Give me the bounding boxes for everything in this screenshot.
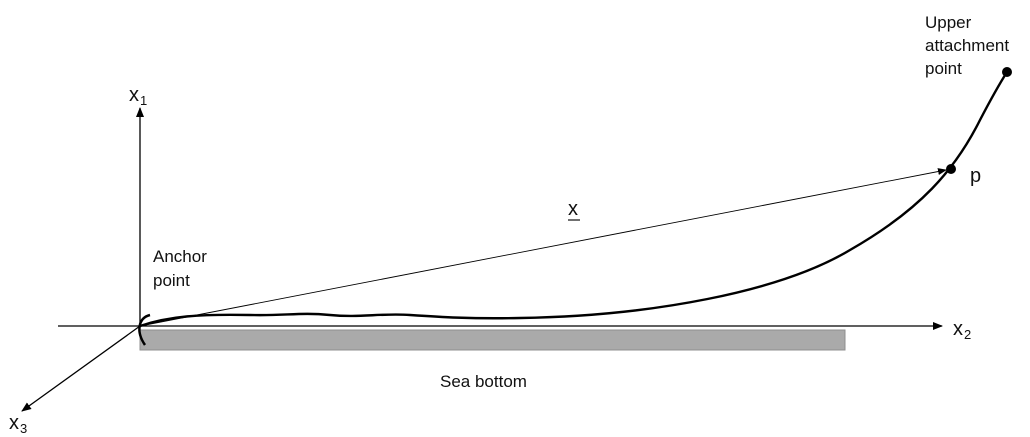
anchor-point-label-line1: Anchor <box>153 247 207 266</box>
x2-axis-label-sub: 2 <box>964 327 971 342</box>
x3-axis-label-base: x <box>9 412 19 434</box>
upper-attachment-label-line1: Upper <box>925 13 972 32</box>
x3-axis-label-sub: 3 <box>20 421 27 436</box>
vector-x-label: x <box>568 198 578 220</box>
x3-axis-label: x3 <box>9 412 27 436</box>
x1-axis-label: x1 <box>129 84 147 108</box>
x2-axis-label: x2 <box>953 318 971 342</box>
upper-attachment-label-line3: point <box>925 59 962 78</box>
upper-attachment-label: Upper attachment point <box>925 13 1014 78</box>
anchor-point-label-line2: point <box>153 271 190 290</box>
x3-axis <box>21 325 141 412</box>
x1-axis-label-sub: 1 <box>140 93 147 108</box>
point-p-label: p <box>970 165 981 187</box>
sea-bottom-rect <box>139 329 846 351</box>
sea-bottom-label: Sea bottom <box>440 372 527 391</box>
anchor-point-label: Anchor point <box>153 247 212 290</box>
x1-axis-label-base: x <box>129 84 139 106</box>
upper-attachment-marker <box>1002 67 1012 77</box>
x2-axis-label-base: x <box>953 318 963 340</box>
point-p-marker <box>946 164 956 174</box>
position-vector-x <box>139 168 947 327</box>
upper-attachment-label-line2: attachment <box>925 36 1009 55</box>
